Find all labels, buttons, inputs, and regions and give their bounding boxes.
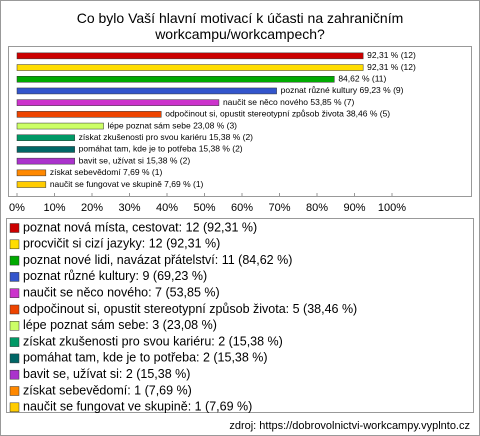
legend-swatch [9,272,20,282]
legend-swatch [9,255,20,266]
legend-label: bavit se, užívat si: 2 (15,38 %) [23,367,190,381]
legend-label: lépe poznat sám sebe: 3 (23,08 %) [23,318,217,332]
legend-label: získat sebevědomí: 1 (7,69 %) [23,383,192,397]
legend-label: poznat nové lidi, navázat přátelství: 11… [23,253,292,267]
source: zdroj: https://dobrovolnictvi-workcampy.… [229,420,470,432]
legend-swatch [9,304,20,315]
bar [16,157,75,165]
x-tick-label: 40% [156,202,178,214]
bar [16,181,47,188]
legend-frame [6,218,474,413]
legend-swatch [9,288,20,298]
legend-swatch [9,369,20,380]
legend-swatch [9,223,20,233]
legend-swatch [9,321,20,331]
legend-label: poznat různé kultury: 9 (69,23 %) [23,269,207,283]
legend-label: procvičit si cizí jazyky: 12 (92,31 %) [23,237,220,251]
data-label: bavit se, užívat si 15,38 % (2) [79,155,191,165]
legend-swatch [9,337,20,347]
legend-label: získat zkušenosti pro svou kariéru: 2 (1… [23,334,283,348]
x-tick-label: 70% [268,202,290,214]
x-tick-label: 60% [231,202,253,214]
data-label: 92,31 % (12) [367,50,416,60]
x-tick-label: 90% [343,202,365,214]
data-label: odpočinout si, opustit stereotypní způso… [165,109,390,119]
x-tick-label: 0% [9,202,25,214]
bar [16,64,364,71]
data-label: 84,62 % (11) [338,74,386,84]
bar [16,76,335,83]
data-label: naučit se fungovat ve skupině 7,69 % (1) [50,179,204,189]
bar [16,87,277,95]
data-label: 92,31 % (12) [367,62,416,72]
x-tick-label: 80% [306,202,328,214]
legend-swatch [9,386,20,396]
legend-swatch [9,353,20,364]
legend-label: naučit se něco nového: 7 (53,85 %) [23,285,220,299]
legend-label: naučit se fungovat ve skupině: 1 (7,69 %… [23,400,252,414]
data-label: lépe poznat sám sebe 23,08 % (3) [108,120,238,130]
data-label: pomáhat tam, kde je to potřeba 15,38 % (… [79,144,243,154]
bar [16,169,47,177]
plot-frame [8,46,472,197]
legend-label: poznat nová místa, cestovat: 12 (92,31 %… [23,220,257,234]
legend-label: odpočinout si, opustit stereotypní způso… [23,302,357,316]
bar [16,52,364,60]
x-tick-label: 50% [193,202,215,214]
data-label: získat zkušenosti pro svou kariéru 15,38… [79,132,253,142]
legend-label: pomáhat tam, kde je to potřeba: 2 (15,38… [23,351,268,365]
x-tick-label: 10% [43,202,65,214]
x-tick-label: 30% [118,202,140,214]
chart-title: Co bylo Vaší hlavní motivací k účasti na… [76,10,404,42]
bar [16,122,104,130]
data-label: získat sebevědomí 7,69 % (1) [50,167,163,177]
x-tick-label: 100% [378,202,406,214]
x-tick-label: 20% [81,202,103,214]
legend-swatch [9,239,20,250]
data-label: poznat různé kultury 69,23 % (9) [281,85,404,95]
bar [16,134,75,141]
bar [16,99,220,106]
bar [16,111,162,118]
bar [16,146,75,153]
data-label: naučit se něco nového 53,85 % (7) [223,97,355,107]
legend-swatch [9,402,20,413]
